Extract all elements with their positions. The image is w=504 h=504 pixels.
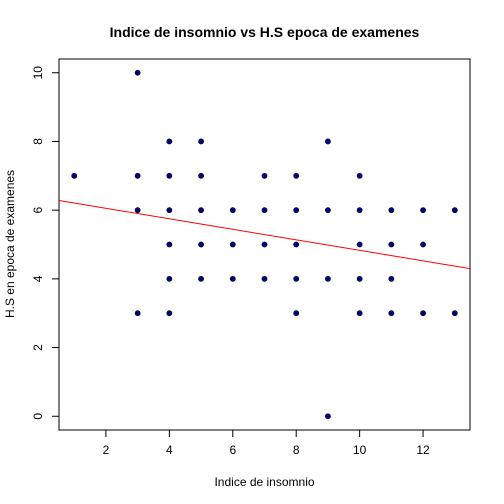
y-tick-label: 2 xyxy=(31,344,45,351)
data-point xyxy=(134,207,141,214)
data-point xyxy=(261,207,268,214)
data-point xyxy=(166,310,173,317)
data-point xyxy=(261,241,268,248)
data-point xyxy=(356,310,363,317)
y-tick-label: 4 xyxy=(31,275,45,282)
data-point xyxy=(166,207,173,214)
data-point xyxy=(325,413,331,420)
data-point xyxy=(229,241,236,248)
data-point xyxy=(325,275,331,282)
y-tick-label: 10 xyxy=(31,66,45,80)
data-point xyxy=(261,172,268,179)
data-point xyxy=(293,310,300,317)
data-point xyxy=(166,138,173,145)
data-point xyxy=(166,172,173,179)
y-axis-label: H.S en epoca de examenes xyxy=(3,170,17,318)
data-point xyxy=(420,310,426,317)
data-point xyxy=(356,275,363,282)
x-axis-label: Indice de insomnio xyxy=(214,475,314,489)
data-point xyxy=(388,275,395,282)
data-point xyxy=(388,207,395,214)
data-point xyxy=(356,207,363,214)
x-tick-label: 10 xyxy=(353,443,367,457)
data-point xyxy=(71,172,78,179)
data-point xyxy=(229,207,236,214)
x-tick-label: 4 xyxy=(166,443,173,457)
data-point xyxy=(166,275,173,282)
regression-line xyxy=(59,200,470,270)
data-point xyxy=(293,275,300,282)
data-point xyxy=(134,310,141,317)
data-point xyxy=(325,138,331,145)
data-point xyxy=(198,207,204,214)
x-tick-label: 12 xyxy=(416,443,430,457)
data-point xyxy=(388,310,395,317)
plot-area: 2 4 6 8 10 12 0 2 4 6 8 10 xyxy=(31,58,471,457)
data-point xyxy=(198,172,204,179)
data-point xyxy=(325,207,331,214)
data-point xyxy=(198,241,204,248)
x-tick-label: 6 xyxy=(229,443,236,457)
data-point xyxy=(451,207,458,214)
data-point xyxy=(198,138,204,145)
data-point xyxy=(420,207,426,214)
data-point xyxy=(134,172,141,179)
y-tick-label: 0 xyxy=(31,413,45,420)
y-tick-label: 6 xyxy=(31,206,45,213)
data-point xyxy=(134,69,141,76)
x-tick-label: 2 xyxy=(103,443,110,457)
x-tick-label: 8 xyxy=(293,443,300,457)
data-point xyxy=(261,275,268,282)
chart-title: Indice de insomnio vs H.S epoca de exame… xyxy=(110,24,420,40)
data-point xyxy=(388,241,395,248)
data-point xyxy=(229,275,236,282)
data-point xyxy=(356,172,363,179)
data-point xyxy=(356,241,363,248)
data-point xyxy=(293,241,300,248)
data-point xyxy=(198,275,204,282)
y-tick-label: 8 xyxy=(31,138,45,145)
data-point xyxy=(166,241,173,248)
data-point xyxy=(420,241,426,248)
data-point xyxy=(451,310,458,317)
data-point xyxy=(293,207,300,214)
data-point xyxy=(293,172,300,179)
